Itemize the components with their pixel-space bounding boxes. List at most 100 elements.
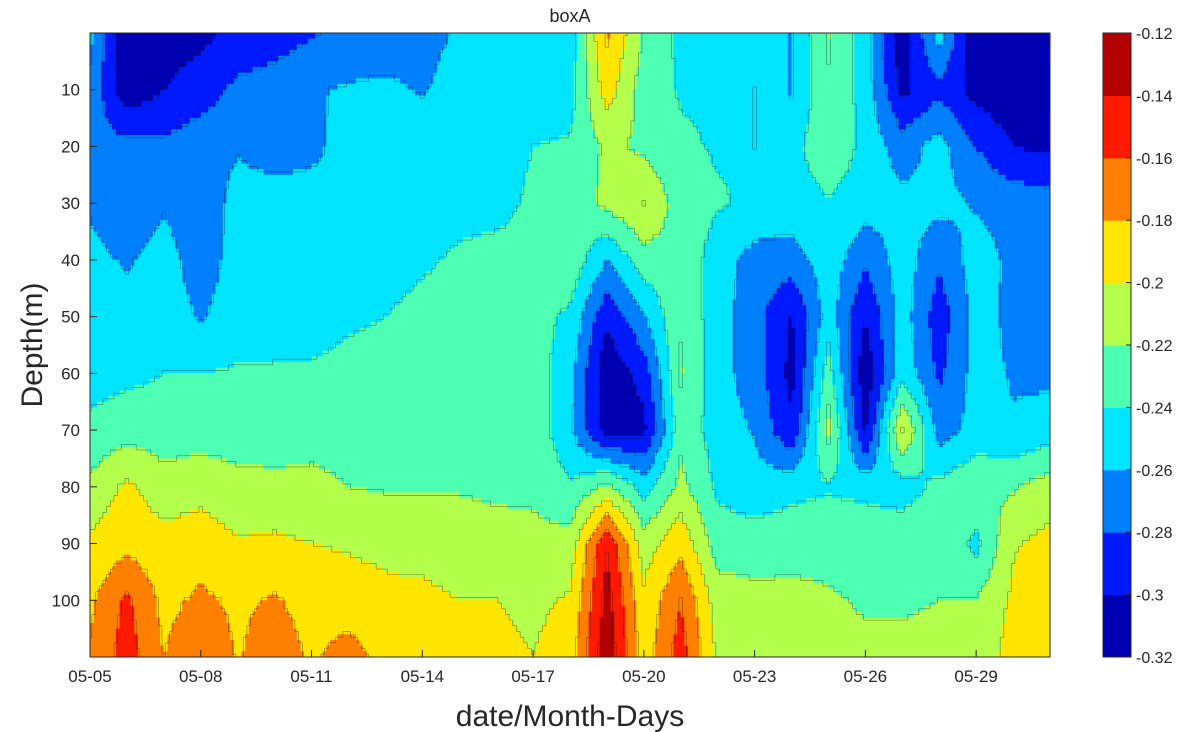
contour-cell <box>684 73 688 79</box>
contour-cell <box>566 84 570 90</box>
contour-cell <box>902 44 906 50</box>
contour-cell <box>529 129 533 135</box>
contour-cell <box>703 124 707 130</box>
contour-cell <box>1009 101 1013 107</box>
contour-cell <box>94 61 98 67</box>
contour-cell <box>120 118 124 124</box>
contour-cell <box>278 124 282 130</box>
contour-cell <box>732 118 736 124</box>
contour-cell <box>969 56 973 62</box>
contour-cell <box>485 44 489 50</box>
contour-cell <box>108 61 112 67</box>
contour-cell <box>555 124 559 130</box>
contour-cell <box>600 39 604 45</box>
contour-cell <box>315 67 319 73</box>
contour-cell <box>341 129 345 135</box>
contour-cell <box>337 95 341 101</box>
contour-cell <box>659 124 663 130</box>
contour-cell <box>478 95 482 101</box>
contour-cell <box>467 61 471 67</box>
contour-cell <box>928 95 932 101</box>
contour-cell <box>596 44 600 50</box>
contour-cell <box>264 118 268 124</box>
contour-cell <box>884 107 888 113</box>
contour-cell <box>90 129 94 135</box>
contour-cell <box>950 50 954 56</box>
contour-cell <box>540 44 544 50</box>
contour-cell <box>795 118 799 124</box>
contour-cell <box>784 44 788 50</box>
contour-cell <box>264 141 268 147</box>
contour-cell <box>518 56 522 62</box>
contour-cell <box>696 33 700 39</box>
contour-cell <box>1028 39 1032 45</box>
contour-cell <box>895 129 899 135</box>
contour-cell <box>725 61 729 67</box>
contour-cell <box>792 101 796 107</box>
contour-cell <box>622 112 626 118</box>
contour-cell <box>814 95 818 101</box>
contour-cell <box>267 124 271 130</box>
contour-cell <box>419 101 423 107</box>
contour-cell <box>917 73 921 79</box>
contour-cell <box>352 95 356 101</box>
contour-cell <box>744 73 748 79</box>
contour-cell <box>334 73 338 79</box>
contour-cell <box>958 101 962 107</box>
contour-cell <box>869 50 873 56</box>
contour-cell <box>1032 50 1036 56</box>
contour-cell <box>958 73 962 79</box>
contour-cell <box>814 90 818 96</box>
contour-cell <box>286 61 290 67</box>
contour-cell <box>529 56 533 62</box>
contour-cell <box>548 39 552 45</box>
contour-cell <box>777 90 781 96</box>
contour-cell <box>326 33 330 39</box>
contour-cell <box>862 78 866 84</box>
contour-cell <box>160 95 164 101</box>
contour-cell <box>518 84 522 90</box>
contour-cell <box>448 129 452 135</box>
contour-cell <box>94 135 98 141</box>
contour-cell <box>341 56 345 62</box>
contour-cell <box>588 50 592 56</box>
contour-cell <box>116 129 120 135</box>
contour-cell <box>374 33 378 39</box>
contour-cell <box>732 135 736 141</box>
contour-cell <box>389 61 393 67</box>
contour-cell <box>1024 112 1028 118</box>
contour-cell <box>976 95 980 101</box>
contour-cell <box>230 129 234 135</box>
contour-cell <box>426 33 430 39</box>
contour-cell <box>840 56 844 62</box>
contour-cell <box>566 78 570 84</box>
contour-cell <box>950 73 954 79</box>
contour-cell <box>817 112 821 118</box>
contour-cell <box>932 84 936 90</box>
contour-cell <box>651 39 655 45</box>
contour-cell <box>504 73 508 79</box>
contour-cell <box>799 124 803 130</box>
contour-cell <box>197 33 201 39</box>
contour-cell <box>485 90 489 96</box>
contour-cell <box>718 135 722 141</box>
contour-cell <box>699 44 703 50</box>
contour-cell <box>836 118 840 124</box>
contour-cell <box>688 67 692 73</box>
contour-cell <box>293 129 297 135</box>
contour-cell <box>1006 61 1010 67</box>
contour-cell <box>171 107 175 113</box>
contour-cell <box>105 56 109 62</box>
contour-cell <box>666 95 670 101</box>
contour-cell <box>352 112 356 118</box>
contour-cell <box>636 112 640 118</box>
contour-cell <box>961 135 965 141</box>
contour-cell <box>419 50 423 56</box>
contour-cell <box>456 118 460 124</box>
contour-cell <box>614 67 618 73</box>
contour-cell <box>478 33 482 39</box>
contour-cell <box>851 129 855 135</box>
contour-cell <box>164 50 168 56</box>
contour-cell <box>496 95 500 101</box>
contour-cell <box>168 101 172 107</box>
